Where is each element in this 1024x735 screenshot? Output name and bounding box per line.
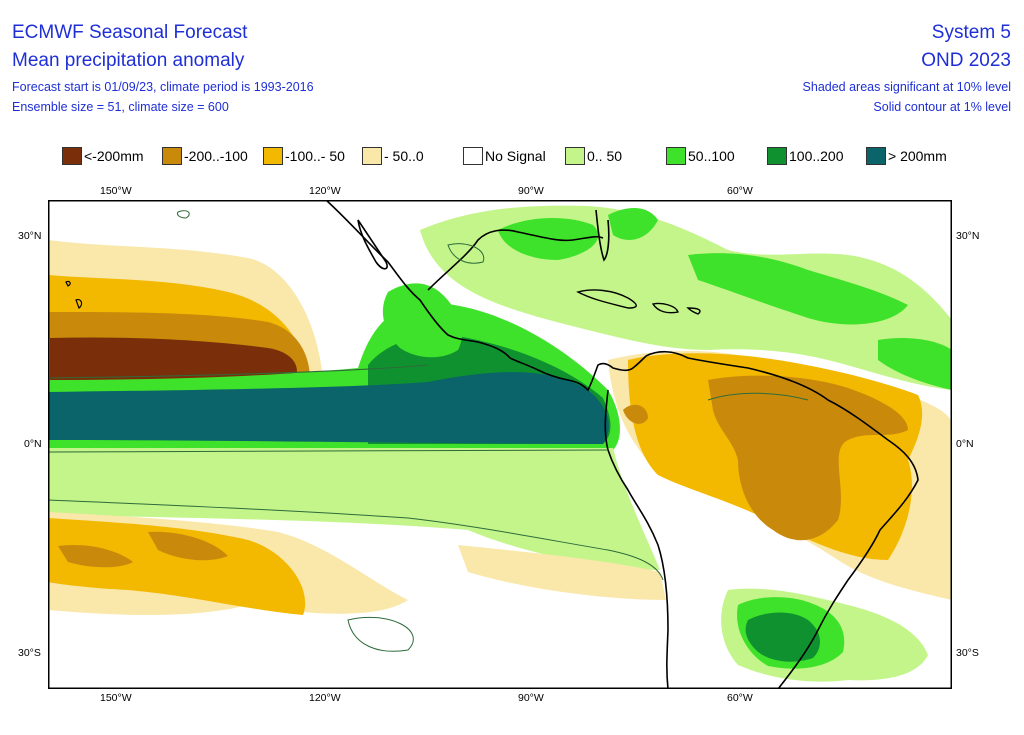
legend-swatch-icon — [263, 147, 283, 165]
lon-tick-top: 150°W — [100, 185, 132, 197]
lon-tick-top: 120°W — [309, 185, 341, 197]
legend-item: No Signal — [463, 146, 546, 166]
lon-tick-top: 60°W — [727, 185, 753, 197]
lon-tick-bottom: 150°W — [100, 692, 132, 704]
lon-tick-bottom: 90°W — [518, 692, 544, 704]
legend-swatch-icon — [62, 147, 82, 165]
forecast-title: ECMWF Seasonal Forecast — [12, 22, 248, 43]
legend-label: -100..- 50 — [285, 148, 345, 164]
season-label: OND 2023 — [921, 50, 1011, 71]
contour-line — [707, 392, 809, 401]
south-atlantic-heavy-wet-region — [745, 612, 820, 662]
south-america-strong-dry-region — [623, 375, 908, 541]
legend-swatch-icon — [162, 147, 182, 165]
contour-line — [447, 243, 485, 264]
legend-item: 50..100 — [666, 146, 735, 166]
legend-item: 100..200 — [767, 146, 844, 166]
legend-label: 0.. 50 — [587, 148, 623, 164]
legend-swatch-icon — [767, 147, 787, 165]
contour-line — [48, 449, 609, 453]
legend-item: - 50..0 — [362, 146, 424, 166]
lat-tick-right: 30°N — [956, 230, 980, 242]
lat-tick-right: 30°S — [956, 647, 979, 659]
hawaii-islands-outline — [65, 280, 83, 309]
legend-label: - 50..0 — [384, 148, 424, 164]
contour-line — [48, 364, 429, 379]
system-label: System 5 — [931, 22, 1011, 43]
map-frame — [48, 200, 952, 689]
north-america-coastline — [325, 200, 647, 392]
legend-label: > 200mm — [888, 148, 947, 164]
florida-coastline — [595, 209, 610, 262]
legend-swatch-icon — [463, 147, 483, 165]
caribbean-islands-outline — [576, 289, 701, 315]
legend-swatch-icon — [565, 147, 585, 165]
significance-contours — [48, 210, 809, 652]
lon-tick-bottom: 60°W — [727, 692, 753, 704]
equatorial-pacific-extreme-wet-region — [48, 372, 609, 444]
legend-label: -200..-100 — [184, 148, 248, 164]
south-america-coastline — [604, 350, 919, 689]
ensemble-info: Ensemble size = 51, climate size = 600 — [12, 100, 229, 114]
lon-tick-top: 90°W — [518, 185, 544, 197]
legend-swatch-icon — [866, 147, 886, 165]
precipitation-anomaly-map — [48, 200, 952, 689]
forecast-info: Forecast start is 01/09/23, climate peri… — [12, 80, 314, 94]
legend-label: <-200mm — [84, 148, 144, 164]
legend-label: No Signal — [485, 148, 546, 164]
legend-item: 0.. 50 — [565, 146, 622, 166]
contour-line — [177, 210, 190, 219]
baja-california-coastline — [357, 219, 388, 270]
legend-item: <-200mm — [62, 146, 144, 166]
lat-tick-left: 30°N — [18, 230, 42, 242]
southeast-pacific-slight-dry-region — [458, 545, 666, 600]
south-pacific-strong-dry-region — [58, 531, 228, 568]
south-pacific-moderate-dry-region — [48, 518, 306, 615]
legend-swatch-icon — [666, 147, 686, 165]
contour-line — [347, 616, 414, 652]
lat-tick-right: 0°N — [956, 438, 974, 450]
gulf-coastline — [427, 229, 604, 291]
legend-item: > 200mm — [866, 146, 947, 166]
central-america-wet-region — [382, 283, 463, 358]
legend-item: -200..-100 — [162, 146, 248, 166]
lat-tick-left: 30°S — [18, 647, 41, 659]
lon-tick-bottom: 120°W — [309, 692, 341, 704]
south-pacific-light-wet-region — [48, 448, 660, 570]
caribbean-wet-region — [498, 208, 952, 390]
legend-label: 100..200 — [789, 148, 844, 164]
significance-note: Shaded areas significant at 10% level — [802, 80, 1011, 94]
contour-note: Solid contour at 1% level — [873, 100, 1011, 114]
legend-swatch-icon — [362, 147, 382, 165]
legend-label: 50..100 — [688, 148, 735, 164]
map-subtitle: Mean precipitation anomaly — [12, 50, 245, 71]
legend-item: -100..- 50 — [263, 146, 345, 166]
lat-tick-left: 0°N — [24, 438, 42, 450]
contour-line — [48, 499, 664, 581]
